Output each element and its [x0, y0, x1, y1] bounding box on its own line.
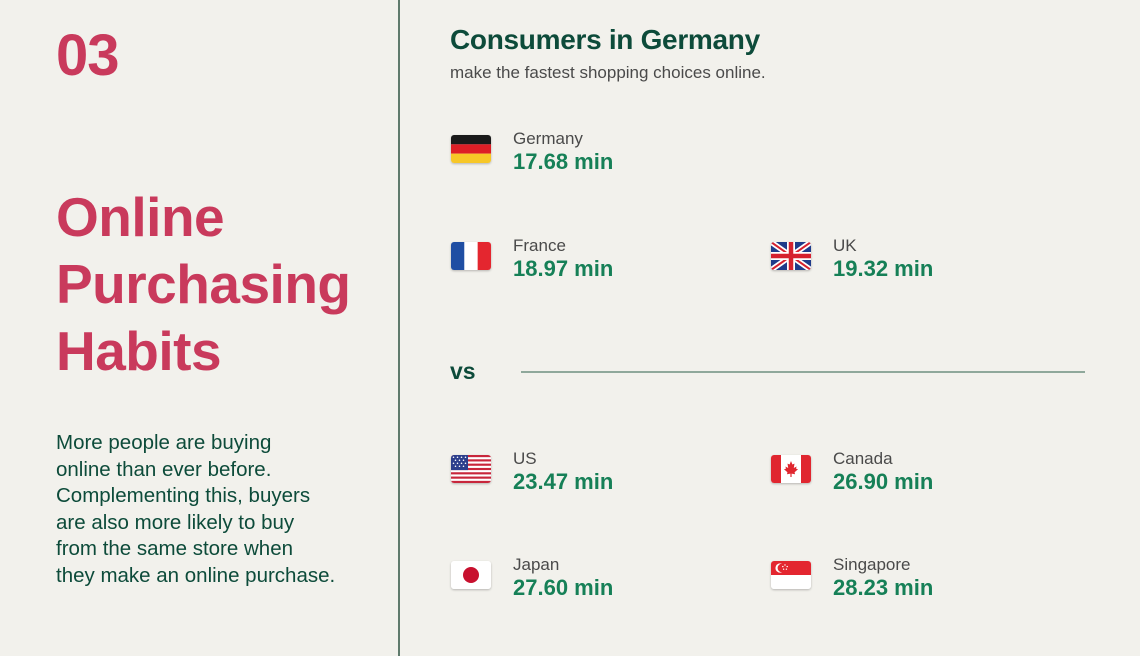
germany-flag-icon: [451, 135, 491, 163]
vs-divider-line: [521, 371, 1085, 373]
description-line: online than ever before.: [56, 457, 272, 481]
vertical-divider: [398, 0, 400, 656]
us-flag-icon: [451, 455, 491, 483]
heading-line: Online: [56, 186, 225, 248]
description-line: they make an online purchase.: [56, 563, 336, 587]
panel-subtitle: make the fastest shopping choices online…: [450, 63, 766, 82]
heading-line: Habits: [56, 320, 222, 382]
shopping-time: 23.47 min: [513, 469, 614, 494]
shopping-time: 19.32 min: [833, 256, 934, 281]
country-name: Canada: [833, 449, 893, 468]
vs-label: vs: [450, 358, 476, 384]
heading-line: Purchasing: [56, 253, 351, 315]
country-name: Singapore: [833, 555, 911, 574]
section-number: 03: [56, 23, 120, 88]
shopping-time: 17.68 min: [513, 149, 614, 174]
country-name: UK: [833, 236, 857, 255]
section-heading: Online Purchasing Habits: [56, 184, 351, 385]
shopping-time: 28.23 min: [833, 575, 934, 600]
uk-flag-icon: [771, 242, 811, 270]
country-name: Japan: [513, 555, 560, 574]
description-line: are also more likely to buy: [56, 510, 295, 534]
singapore-flag-icon: [771, 561, 811, 589]
japan-flag-icon: [451, 561, 491, 589]
shopping-time: 26.90 min: [833, 469, 934, 494]
panel-title: Consumers in Germany: [450, 24, 760, 55]
country-name: France: [513, 236, 566, 255]
description-line: More people are buying: [56, 431, 272, 454]
shopping-time: 27.60 min: [513, 575, 614, 600]
france-flag-icon: [451, 242, 491, 270]
description-line: from the same store when: [56, 537, 293, 561]
country-name: US: [513, 449, 537, 468]
section-description: More people are buying online than ever …: [56, 430, 376, 590]
canada-flag-icon: [771, 455, 811, 483]
shopping-time: 18.97 min: [513, 256, 614, 281]
description-line: Complementing this, buyers: [56, 484, 311, 508]
intro-panel: 03 Online Purchasing Habits More people …: [0, 0, 398, 656]
country-name: Germany: [513, 129, 583, 148]
